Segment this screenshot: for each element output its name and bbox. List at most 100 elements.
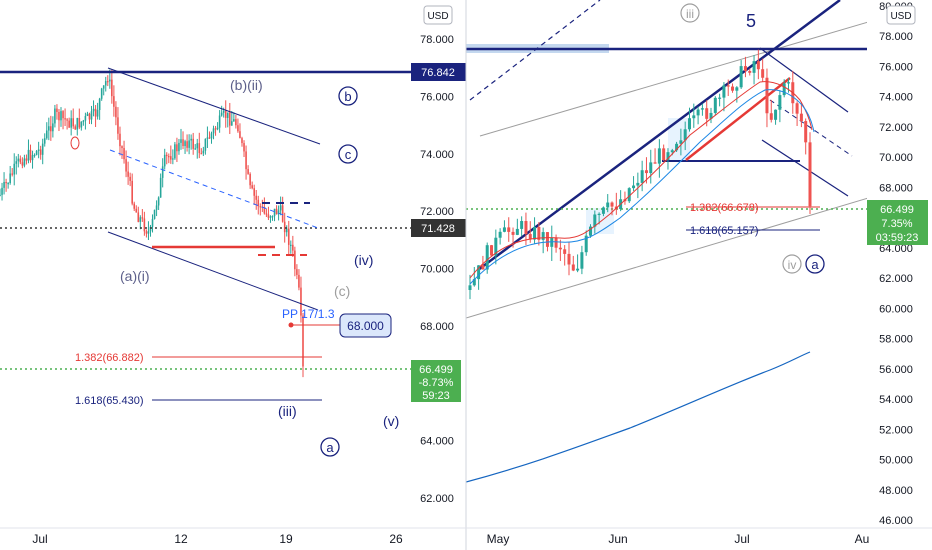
candle-body <box>129 176 131 181</box>
candle-body <box>567 253 571 265</box>
candle-body <box>184 141 186 147</box>
candle-body <box>263 207 266 214</box>
right-chart[interactable]: 5 iii iv a 1.382(66.678) 1.618(65.157) 4… <box>466 0 932 546</box>
candle-body <box>13 163 16 175</box>
candle-body <box>159 177 162 198</box>
right-short-ma <box>469 81 813 279</box>
candle-body <box>84 116 87 121</box>
candle-body <box>188 140 190 148</box>
left-price-axis[interactable]: USD 62.00064.00066.00068.00070.00072.000… <box>411 0 466 528</box>
candle-body <box>214 128 217 130</box>
candle-body <box>161 166 164 178</box>
left-label-iii: (iii) <box>278 403 297 419</box>
candle-body <box>72 118 75 127</box>
candle-body <box>222 111 225 113</box>
candle-body <box>5 181 7 184</box>
candle-body <box>121 146 123 149</box>
candle-body <box>157 197 160 206</box>
right-price-axis[interactable]: 46.000 48.000 50.000 52.000 54.000 56.000 58.0… <box>867 0 932 528</box>
left-label-iv: (iv) <box>354 252 373 268</box>
candle-body <box>62 111 64 119</box>
candle-body <box>135 208 138 213</box>
y-tick-label: 68.000 <box>420 321 454 333</box>
candle-body <box>498 231 502 238</box>
candle-body <box>127 171 129 177</box>
candle-body <box>601 207 605 214</box>
candle-body <box>679 140 683 144</box>
candle-body <box>533 226 537 240</box>
candle-body <box>636 182 640 186</box>
candle-body <box>786 82 790 84</box>
left-target-box[interactable]: 68.000 <box>339 313 392 338</box>
x-tick-label: Au <box>855 532 870 546</box>
right-fib-1618-label: 1.618(65.157) <box>690 225 759 237</box>
left-circle-b-text: b <box>344 89 351 104</box>
left-tag-last: 66.499 -8.73% 59:23 <box>411 360 461 402</box>
candle-body <box>80 121 83 128</box>
y-tick-label: 70.000 <box>420 264 454 276</box>
right-currency-badge[interactable]: USD <box>886 5 916 25</box>
left-tag-last-price: 66.499 <box>419 364 453 376</box>
left-plot-area <box>0 67 411 401</box>
candle-body <box>296 269 298 275</box>
x-tick-label: 12 <box>174 532 188 546</box>
candle-body <box>123 148 125 160</box>
candle-body <box>253 188 255 196</box>
candle-body <box>7 182 9 185</box>
candle-body <box>481 265 485 270</box>
candle-body <box>289 244 292 246</box>
candle-body <box>50 126 52 132</box>
candle-body <box>216 127 219 130</box>
candle-body <box>100 88 103 99</box>
candle-body <box>19 158 22 163</box>
left-chart[interactable]: (b)(ii) (a)(i) (iv) (c) (iii) (v) b c a … <box>0 0 466 546</box>
right-time-axis[interactable]: May Jun Jul Au <box>487 532 870 546</box>
candle-body <box>528 234 532 240</box>
left-time-axis[interactable]: Jul 12 19 26 <box>32 532 403 546</box>
candle-body <box>524 220 528 235</box>
candle-body <box>597 213 601 216</box>
candle-body <box>23 158 26 166</box>
left-y-ticks: 62.00064.00066.00068.00070.00072.00074.0… <box>420 34 454 505</box>
candle-body <box>670 150 674 153</box>
candle-body <box>186 141 188 148</box>
candle-body <box>104 81 107 86</box>
right-currency-text: USD <box>890 11 911 22</box>
candle-body <box>133 203 136 209</box>
candle-body <box>0 194 1 197</box>
candle-body <box>27 149 30 161</box>
right-desc-channel-dashed <box>769 99 853 157</box>
left-circle-a: a <box>320 437 340 457</box>
candle-body <box>76 118 79 130</box>
candle-body <box>21 162 24 166</box>
y-tick-label: 54.000 <box>879 394 913 406</box>
left-target-text: 68.000 <box>347 319 384 333</box>
candle-body <box>279 205 282 211</box>
left-fib-1382-label: 1.382(66.882) <box>75 352 144 364</box>
candle-body <box>653 162 657 164</box>
candle-body <box>718 97 722 99</box>
candle-body <box>54 108 56 124</box>
candle-body <box>106 81 109 83</box>
candle-body <box>9 173 11 183</box>
candle-body <box>477 265 481 280</box>
candle-body <box>545 232 549 247</box>
right-circle-iv-text: iv <box>788 258 797 272</box>
candle-body <box>180 139 182 143</box>
candle-body <box>48 126 50 131</box>
candle-body <box>165 154 168 157</box>
left-currency-badge[interactable]: USD <box>423 5 453 25</box>
candle-body <box>243 143 245 152</box>
right-fib-1382-label: 1.382(66.678) <box>690 202 759 214</box>
right-circle-iii-text: iii <box>686 7 694 21</box>
candle-body <box>212 128 215 134</box>
candle-body <box>257 199 260 207</box>
y-tick-label: 76.000 <box>420 91 454 103</box>
candle-body <box>722 85 726 98</box>
candle-body <box>255 195 258 200</box>
candle-body <box>167 156 170 158</box>
candle-body <box>151 218 154 227</box>
candle-body <box>576 268 580 271</box>
candle-body <box>696 109 700 116</box>
left-label-b-ii: (b)(ii) <box>230 77 263 93</box>
